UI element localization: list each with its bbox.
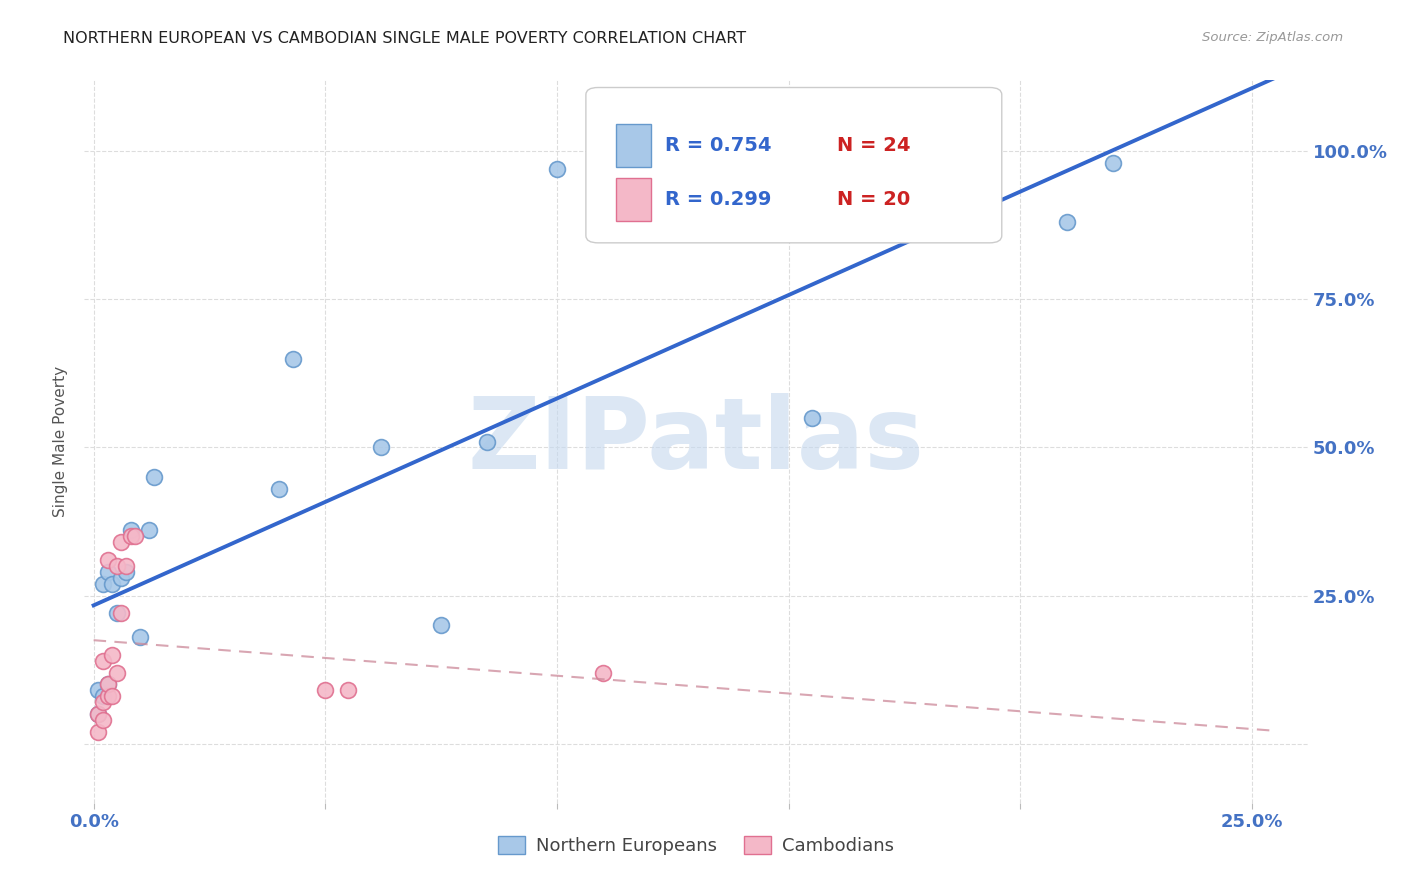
Point <box>337 683 360 698</box>
FancyBboxPatch shape <box>616 124 651 167</box>
Legend: Northern Europeans, Cambodians: Northern Europeans, Cambodians <box>491 829 901 863</box>
Point <box>800 410 823 425</box>
Point <box>314 683 336 698</box>
Point <box>101 689 124 703</box>
Point <box>87 706 110 721</box>
Text: Source: ZipAtlas.com: Source: ZipAtlas.com <box>1202 31 1343 45</box>
Point <box>96 677 118 691</box>
Point <box>91 576 114 591</box>
Point <box>592 665 614 680</box>
Point <box>430 618 453 632</box>
Point <box>96 689 118 703</box>
Point <box>893 156 915 170</box>
Point <box>105 607 128 621</box>
Point <box>477 434 499 449</box>
FancyBboxPatch shape <box>586 87 1002 243</box>
Point <box>96 565 118 579</box>
Text: ZIPatlas: ZIPatlas <box>468 393 924 490</box>
Point <box>142 470 165 484</box>
Point <box>1102 156 1125 170</box>
Point <box>91 713 114 727</box>
Point <box>124 529 146 543</box>
Point <box>1056 215 1078 229</box>
Text: N = 20: N = 20 <box>837 190 910 209</box>
Text: R = 0.754: R = 0.754 <box>665 136 772 155</box>
Point <box>120 529 142 543</box>
Y-axis label: Single Male Poverty: Single Male Poverty <box>53 366 69 517</box>
FancyBboxPatch shape <box>616 178 651 221</box>
Point <box>91 695 114 709</box>
Point <box>129 630 152 644</box>
Point <box>370 441 392 455</box>
Point <box>96 553 118 567</box>
Point <box>110 571 132 585</box>
Text: R = 0.299: R = 0.299 <box>665 190 772 209</box>
Point <box>91 654 114 668</box>
Text: N = 24: N = 24 <box>837 136 910 155</box>
Point <box>87 683 110 698</box>
Text: NORTHERN EUROPEAN VS CAMBODIAN SINGLE MALE POVERTY CORRELATION CHART: NORTHERN EUROPEAN VS CAMBODIAN SINGLE MA… <box>63 31 747 46</box>
Point <box>267 482 290 496</box>
Point <box>91 689 114 703</box>
Point <box>101 576 124 591</box>
Point <box>96 677 118 691</box>
Point <box>87 706 110 721</box>
Point <box>110 535 132 549</box>
Point <box>110 607 132 621</box>
Point <box>281 351 304 366</box>
Point <box>120 524 142 538</box>
Point <box>105 558 128 573</box>
Point <box>115 565 138 579</box>
Point <box>138 524 160 538</box>
Point <box>105 665 128 680</box>
Point <box>87 724 110 739</box>
Point <box>546 162 568 177</box>
Point <box>115 558 138 573</box>
Point <box>101 648 124 662</box>
